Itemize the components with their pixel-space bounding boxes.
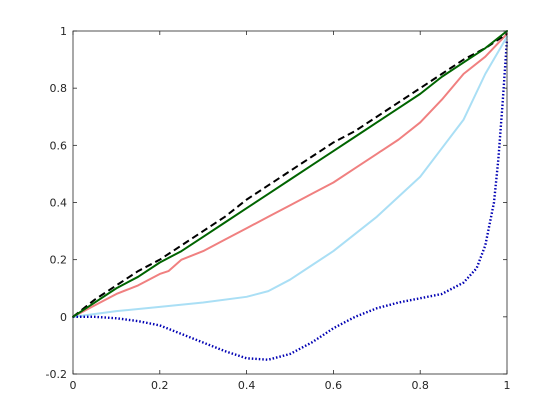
x-tick-label: 0.2 xyxy=(151,379,169,392)
y-tick-label: 0.8 xyxy=(50,82,68,95)
tick-layer: 0 0.2 0.4 0.6 0.8 1-0.200.20.40.60.81 xyxy=(46,25,511,392)
y-tick-label: 0.4 xyxy=(50,197,68,210)
series-line-4 xyxy=(72,30,508,318)
plot-frame xyxy=(72,30,508,375)
series-line-3 xyxy=(72,33,508,318)
series-layer xyxy=(72,30,509,361)
x-tick-label: 0.6 xyxy=(325,379,343,392)
series-line-2 xyxy=(73,39,509,361)
series-line-0 xyxy=(72,32,508,318)
y-tick-label: 0.2 xyxy=(50,254,68,267)
x-tick-label: 0.8 xyxy=(411,379,429,392)
x-tick-label: 1 xyxy=(504,379,511,392)
y-tick-label: -0.2 xyxy=(46,368,67,381)
x-tick-label: 0.4 xyxy=(238,379,256,392)
x-tick-label: 0 xyxy=(70,379,77,392)
series-line-1 xyxy=(72,35,508,318)
y-tick-label: 1 xyxy=(60,25,67,38)
y-tick-label: 0.6 xyxy=(50,139,68,152)
y-tick-label: 0 xyxy=(60,311,67,324)
